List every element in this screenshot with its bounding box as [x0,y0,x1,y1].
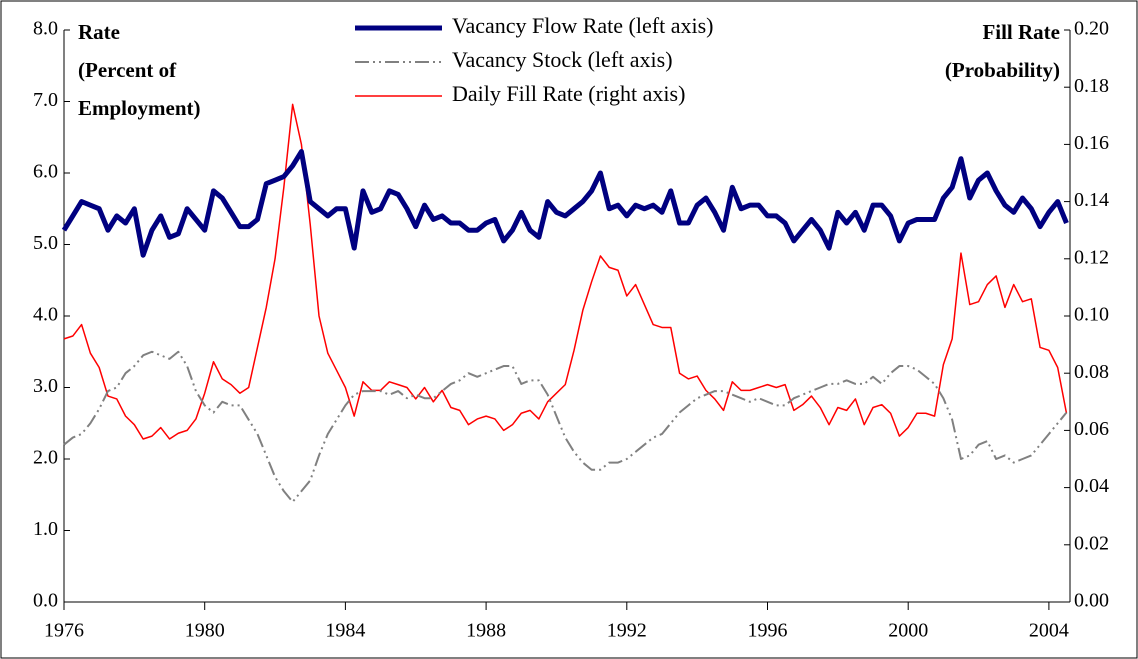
y-tick-label: 4.0 [33,304,58,326]
series-line [63,103,1068,440]
y2-tick-label: 0.06 [1074,418,1109,440]
y2-tick-label: 0.20 [1074,18,1109,40]
y2-tick-label: 0.08 [1074,361,1109,383]
y-tick-label: 8.0 [33,18,58,40]
y-axis-title: Rate [78,20,120,44]
x-tick-label: 1992 [607,620,647,642]
legend-label: Vacancy Stock (left axis) [452,47,673,72]
y2-tick-label: 0.18 [1074,75,1109,97]
y-tick-label: 3.0 [33,375,58,397]
y2-tick-label: 0.02 [1074,532,1109,554]
x-tick-label: 1996 [747,620,787,642]
y2-tick-label: 0.14 [1074,189,1109,211]
y2-tick-label: 0.10 [1074,304,1109,326]
x-tick-label: 1976 [44,620,84,642]
legend-label: Vacancy Flow Rate (left axis) [452,13,713,38]
y-tick-label: 7.0 [33,89,58,111]
y2-tick-label: 0.00 [1074,590,1109,612]
x-tick-label: 1980 [185,620,225,642]
y2-axis-title: Fill Rate [982,20,1060,44]
y2-tick-label: 0.16 [1074,132,1109,154]
legend-label: Daily Fill Rate (right axis) [452,81,685,106]
y-axis-title: Employment) [78,96,201,120]
series-line [63,350,1068,503]
y-tick-label: 2.0 [33,447,58,469]
y-tick-label: 6.0 [33,161,58,183]
y-axis-title: (Percent of [78,58,177,82]
y-tick-label: 1.0 [33,518,58,540]
x-tick-label: 2000 [888,620,928,642]
y-tick-label: 5.0 [33,232,58,254]
y-tick-label: 0.0 [33,590,58,612]
y2-tick-label: 0.04 [1074,475,1109,497]
y2-axis-title: (Probability) [945,58,1060,82]
x-tick-label: 2004 [1029,620,1069,642]
series-line [61,149,1069,258]
y2-tick-label: 0.12 [1074,246,1109,268]
x-tick-label: 1984 [325,620,365,642]
x-tick-label: 1988 [466,620,506,642]
